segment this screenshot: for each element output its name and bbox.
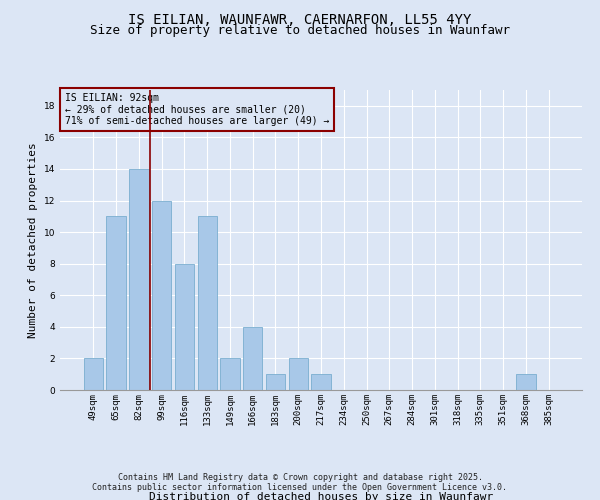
Bar — [175, 264, 194, 390]
Bar — [84, 358, 103, 390]
Text: IS EILIAN: 92sqm
← 29% of detached houses are smaller (20)
71% of semi-detached : IS EILIAN: 92sqm ← 29% of detached house… — [65, 93, 329, 126]
Bar — [197, 216, 217, 390]
X-axis label: Distribution of detached houses by size in Waunfawr: Distribution of detached houses by size … — [149, 492, 493, 500]
Text: Size of property relative to detached houses in Waunfawr: Size of property relative to detached ho… — [90, 24, 510, 37]
Bar — [220, 358, 239, 390]
Bar — [243, 327, 262, 390]
Bar — [266, 374, 285, 390]
Text: IS EILIAN, WAUNFAWR, CAERNARFON, LL55 4YY: IS EILIAN, WAUNFAWR, CAERNARFON, LL55 4Y… — [128, 12, 472, 26]
Bar — [106, 216, 126, 390]
Bar — [129, 169, 149, 390]
Bar — [311, 374, 331, 390]
Bar — [516, 374, 536, 390]
Text: Contains HM Land Registry data © Crown copyright and database right 2025.
Contai: Contains HM Land Registry data © Crown c… — [92, 473, 508, 492]
Bar — [289, 358, 308, 390]
Bar — [152, 200, 172, 390]
Y-axis label: Number of detached properties: Number of detached properties — [28, 142, 38, 338]
